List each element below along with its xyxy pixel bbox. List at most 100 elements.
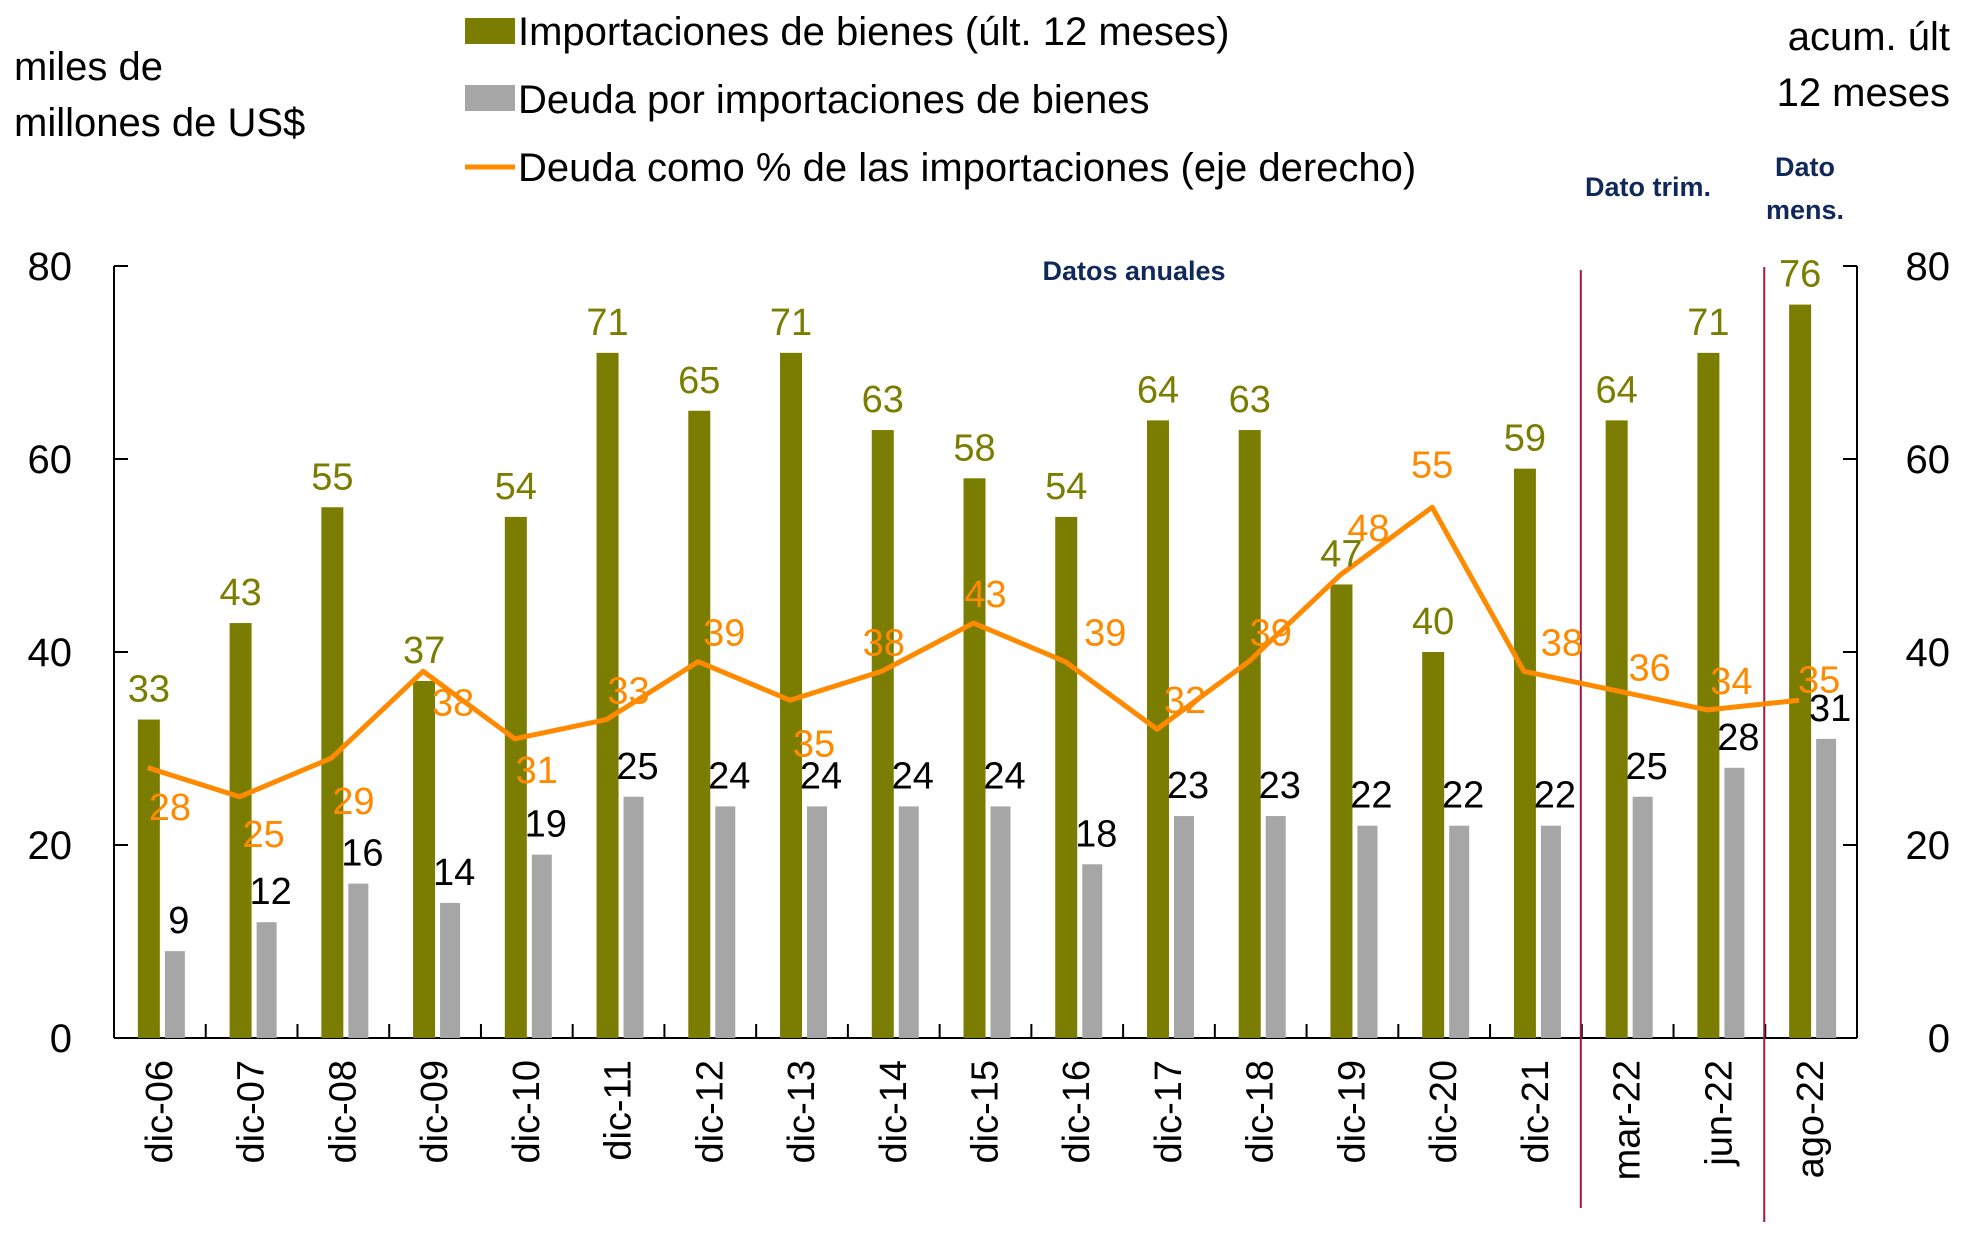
bar-debt <box>1173 816 1194 1038</box>
data-label-pct: 48 <box>1347 508 1389 550</box>
data-label-imports: 59 <box>1504 418 1546 460</box>
category-label: dic-09 <box>414 1060 456 1164</box>
category-label: dic-16 <box>1056 1060 1098 1164</box>
data-label-pct: 34 <box>1710 661 1752 703</box>
data-label-pct: 32 <box>1164 680 1206 722</box>
data-label-imports: 54 <box>1045 466 1087 508</box>
left-tick-label: 40 <box>28 631 73 675</box>
data-label-pct: 28 <box>149 787 191 829</box>
bar-imports <box>321 507 344 1038</box>
bar-debt <box>1816 738 1837 1038</box>
category-label: dic-13 <box>781 1060 823 1164</box>
legend-swatch-imports <box>465 18 515 44</box>
right-tick-label: 60 <box>1906 438 1951 482</box>
bar-imports <box>1697 352 1720 1039</box>
data-label-pct: 39 <box>1250 613 1292 655</box>
data-label-imports: 54 <box>495 466 537 508</box>
left-axis-title-line-1: miles de <box>14 45 163 89</box>
bar-debt <box>348 883 369 1038</box>
data-label-pct: 39 <box>703 613 745 655</box>
data-label-imports: 71 <box>1687 302 1729 344</box>
data-label-imports: 40 <box>1412 601 1454 643</box>
legend: Importaciones de bienes (últ. 12 meses) … <box>465 10 1416 190</box>
category-label: ago-22 <box>1790 1060 1832 1178</box>
bar-imports <box>1055 516 1078 1038</box>
data-label-debt: 12 <box>249 871 291 913</box>
data-label-pct: 35 <box>1798 659 1840 701</box>
bar-debt <box>164 951 185 1038</box>
category-label: jun-22 <box>1698 1060 1740 1167</box>
data-label-pct: 55 <box>1411 444 1453 486</box>
data-label-debt: 31 <box>1809 688 1851 730</box>
left-tick-label: 20 <box>28 824 73 868</box>
category-label: dic-19 <box>1331 1060 1373 1164</box>
bar-debt <box>1357 825 1378 1038</box>
category-labels: dic-06 dic-07 dic-08 dic-09 dic-10 dic-11 dic-… <box>139 1060 1832 1180</box>
bar-debt <box>1724 767 1745 1038</box>
bar-imports <box>1330 584 1353 1038</box>
bar-imports <box>137 719 160 1038</box>
bar-debt <box>531 854 552 1038</box>
data-label-pct: 35 <box>793 723 835 765</box>
bar-imports <box>780 352 803 1039</box>
right-tick-label: 20 <box>1906 824 1951 868</box>
category-label: dic-14 <box>873 1060 915 1164</box>
legend-item-debt: Deuda por importaciones de bienes <box>465 78 1150 122</box>
left-axis-title-line-2: millones de US$ <box>14 101 305 145</box>
period-separators <box>1579 267 1766 1222</box>
bar-debt <box>715 806 736 1038</box>
data-label-imports: 58 <box>953 427 995 469</box>
category-label: dic-10 <box>506 1060 548 1164</box>
bar-debt <box>1449 825 1470 1038</box>
data-label-imports: 55 <box>311 456 353 498</box>
data-label-debt: 19 <box>525 804 567 846</box>
category-label: dic-11 <box>598 1060 640 1161</box>
data-label-pct: 33 <box>607 671 649 713</box>
data-label-debt: 28 <box>1717 717 1759 759</box>
data-label-pct: 38 <box>1541 622 1583 664</box>
bar-debt <box>990 806 1011 1038</box>
right-tick-label: 80 <box>1906 245 1951 289</box>
data-label-debt: 16 <box>341 833 383 875</box>
category-label: dic-07 <box>231 1060 273 1164</box>
data-label-debt: 22 <box>1442 775 1484 817</box>
data-label-debt: 23 <box>1167 765 1209 807</box>
right-axis-title-line-2: 12 meses <box>1777 71 1950 115</box>
legend-label-debt: Deuda por importaciones de bienes <box>518 78 1150 122</box>
bar-debt <box>623 796 644 1038</box>
data-label-debt: 18 <box>1075 813 1117 855</box>
category-label: dic-08 <box>322 1060 364 1164</box>
bar-imports <box>1513 468 1536 1038</box>
bar-imports <box>963 478 986 1038</box>
bar-debt <box>1632 796 1653 1038</box>
bar-imports <box>1789 304 1812 1039</box>
data-label-imports: 63 <box>862 379 904 421</box>
right-tick-label: 0 <box>1928 1017 1950 1061</box>
data-label-imports: 64 <box>1137 369 1179 411</box>
data-label-imports: 71 <box>770 302 812 344</box>
data-label-imports: 63 <box>1229 379 1271 421</box>
data-label-imports: 65 <box>678 360 720 402</box>
bar-imports <box>688 410 711 1038</box>
category-label: dic-18 <box>1240 1060 1282 1164</box>
bar-imports <box>504 516 527 1038</box>
tick-labels: 0 20 40 60 80 0 20 40 60 80 <box>28 245 1951 1061</box>
right-axis-title-line-1: acum. últ <box>1788 15 1950 59</box>
bar-imports <box>1605 420 1628 1038</box>
bar-debt <box>1265 816 1286 1038</box>
data-label-debt: 25 <box>616 746 658 788</box>
annotation-monthly-line-2: mens. <box>1766 195 1844 225</box>
left-tick-label: 80 <box>28 245 73 289</box>
data-label-debt: 9 <box>168 900 189 942</box>
category-label: dic-15 <box>965 1060 1007 1164</box>
bar-debt <box>1082 864 1103 1038</box>
left-tick-label: 0 <box>50 1017 72 1061</box>
left-tick-label: 60 <box>28 438 73 482</box>
legend-label-imports: Importaciones de bienes (últ. 12 meses) <box>518 10 1229 54</box>
legend-swatch-debt <box>465 85 515 111</box>
annotation-quarterly: Dato trim. <box>1585 172 1711 202</box>
line-series <box>147 504 1800 800</box>
data-label-pct: 43 <box>964 574 1006 616</box>
data-label-debt: 24 <box>708 755 750 797</box>
legend-item-pct: Deuda como % de las importaciones (eje d… <box>465 146 1416 190</box>
